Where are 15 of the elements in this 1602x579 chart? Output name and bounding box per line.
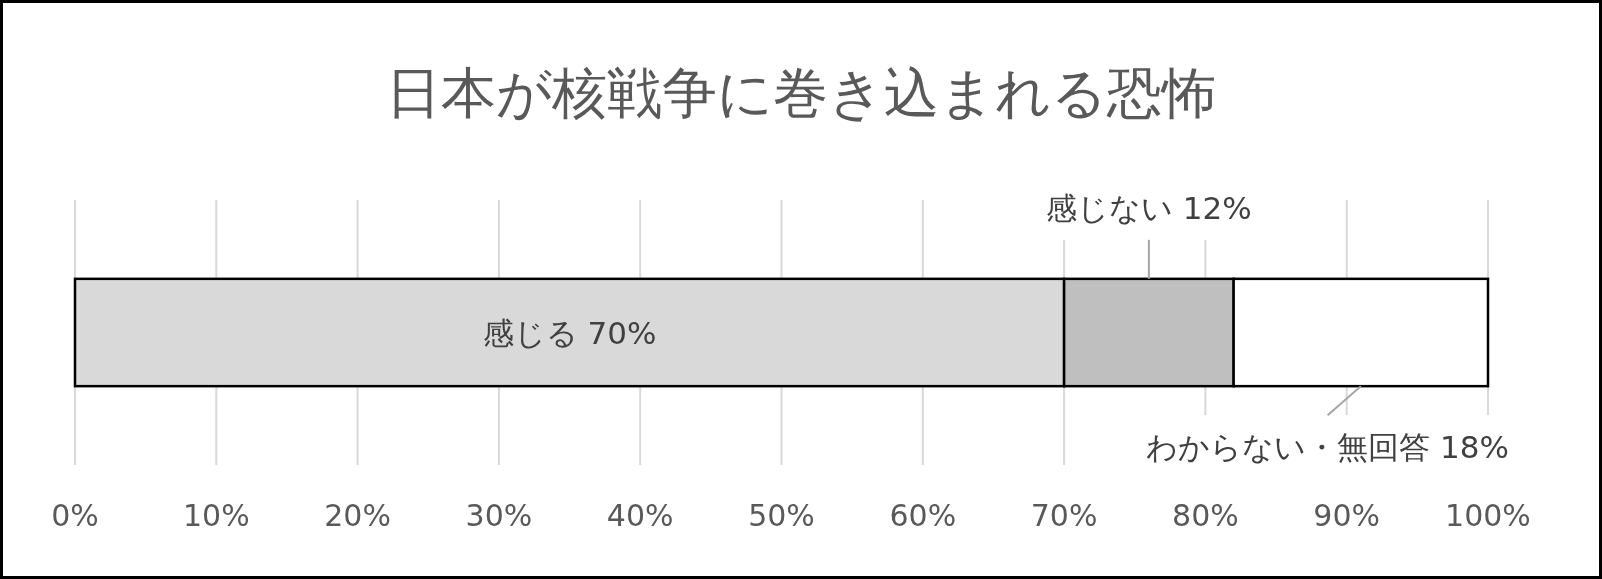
x-tick-label: 10% xyxy=(182,497,250,533)
x-tick-label: 40% xyxy=(606,497,674,533)
data-label: 感じる 70% xyxy=(482,314,657,351)
data-label: 感じない 12% xyxy=(1046,189,1252,226)
x-tick-label: 20% xyxy=(324,497,391,533)
data-label: わからない・無回答 18% xyxy=(1146,429,1509,466)
x-tick-label: 0% xyxy=(51,497,99,533)
x-tick-label: 100% xyxy=(1445,497,1531,533)
x-tick-label: 70% xyxy=(1030,497,1098,533)
x-tick-label: 30% xyxy=(465,497,533,533)
x-tick-label: 90% xyxy=(1313,497,1381,533)
x-tick-label: 80% xyxy=(1172,497,1239,533)
x-tick-label: 50% xyxy=(748,497,815,533)
x-tick-label: 60% xyxy=(889,497,957,533)
title: 日本が核戦争に巻き込まれる恐怖 xyxy=(385,61,1217,125)
